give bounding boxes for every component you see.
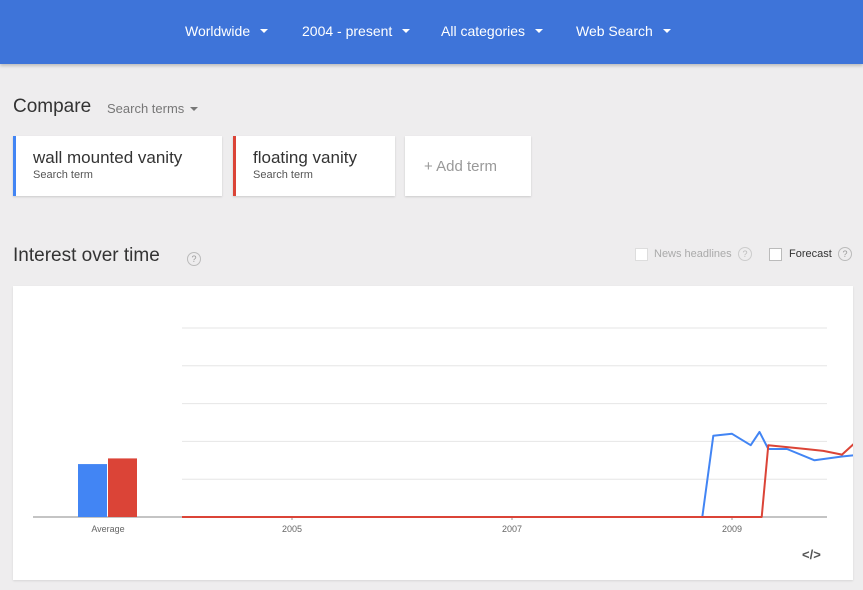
dropdown-caret-icon (190, 106, 199, 111)
news-headlines-help-icon[interactable]: ? (738, 247, 752, 261)
compare-title: Compare (13, 96, 92, 117)
add-term-button[interactable]: + Add term (405, 136, 531, 196)
dropdown-caret-icon (535, 29, 544, 34)
x-tick-label: 2009 (722, 524, 742, 534)
news-headlines-checkbox[interactable] (635, 248, 648, 261)
x-tick-label: 2005 (282, 524, 302, 534)
search-terms-label: Search terms (107, 101, 185, 116)
region-filter-label: Worldwide (185, 23, 251, 39)
average-label: Average (91, 524, 124, 534)
chart-svg: Average200520072009201120132015 (33, 327, 853, 534)
dropdown-caret-icon (260, 29, 269, 34)
term-type: Search term (253, 169, 313, 181)
dropdown-caret-icon (402, 29, 411, 34)
forecast-label: Forecast (789, 248, 832, 260)
average-bar (78, 464, 107, 517)
dropdown-caret-icon (662, 29, 671, 34)
category-filter-label: All categories (441, 23, 526, 39)
term-name: floating vanity (253, 148, 357, 167)
region-filter[interactable]: Worldwide (185, 22, 269, 40)
news-headlines-label: News headlines (654, 248, 732, 260)
term-name: wall mounted vanity (33, 148, 183, 167)
average-bar (108, 458, 137, 517)
time-range-filter-label: 2004 - present (302, 23, 393, 39)
interest-over-time-title: Interest over time (13, 245, 160, 266)
term-type: Search term (33, 169, 93, 181)
help-icon[interactable]: ? (187, 252, 201, 266)
embed-code-icon[interactable]: </> (802, 547, 821, 562)
category-filter[interactable]: All categories (441, 22, 544, 40)
top-filter-bar: Worldwide 2004 - present All categories … (0, 0, 863, 64)
series-line (182, 443, 853, 518)
term-color-bar (13, 136, 16, 196)
interest-over-time-chart: Average200520072009201120132015 (13, 286, 853, 580)
forecast-checkbox[interactable] (769, 248, 782, 261)
term-color-bar (233, 136, 236, 196)
search-terms-dropdown[interactable]: Search terms (107, 101, 199, 116)
search-type-filter-label: Web Search (576, 23, 653, 39)
term-card-wall-mounted-vanity[interactable]: wall mounted vanity Search term (13, 136, 222, 196)
term-card-floating-vanity[interactable]: floating vanity Search term (233, 136, 395, 196)
time-range-filter[interactable]: 2004 - present (302, 22, 411, 40)
series-line (182, 430, 853, 518)
search-type-filter[interactable]: Web Search (576, 22, 671, 40)
x-tick-label: 2007 (502, 524, 522, 534)
add-term-label: + Add term (424, 158, 497, 175)
forecast-help-icon[interactable]: ? (838, 247, 852, 261)
